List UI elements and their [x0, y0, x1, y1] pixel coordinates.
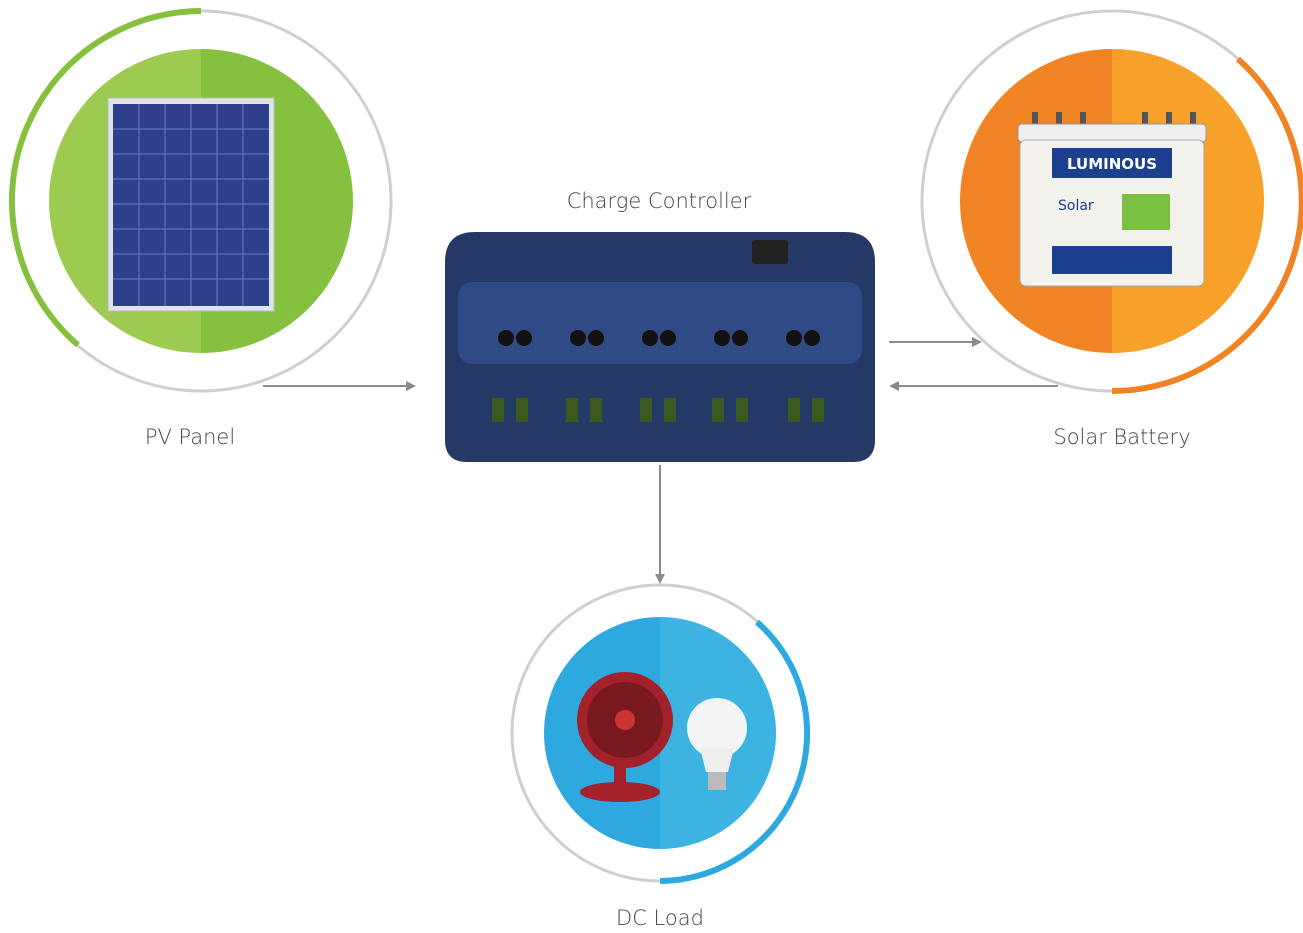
controller-node: Charge Controller — [445, 189, 875, 462]
node-label: Charge Controller — [567, 189, 752, 213]
battery-brand: LUMINOUS — [1067, 155, 1157, 173]
pv-node: PV Panel — [11, 11, 391, 449]
load-node: DC Load — [512, 585, 808, 930]
diagram: PV Panel LUMINOUS Solar Solar Battery Ch… — [0, 0, 1303, 933]
node-label: DC Load — [616, 906, 704, 930]
node-label: PV Panel — [145, 425, 235, 449]
battery-product: Solar — [1058, 198, 1094, 214]
battery-node: LUMINOUS Solar Solar Battery — [922, 11, 1302, 449]
node-label: Solar Battery — [1053, 425, 1190, 449]
